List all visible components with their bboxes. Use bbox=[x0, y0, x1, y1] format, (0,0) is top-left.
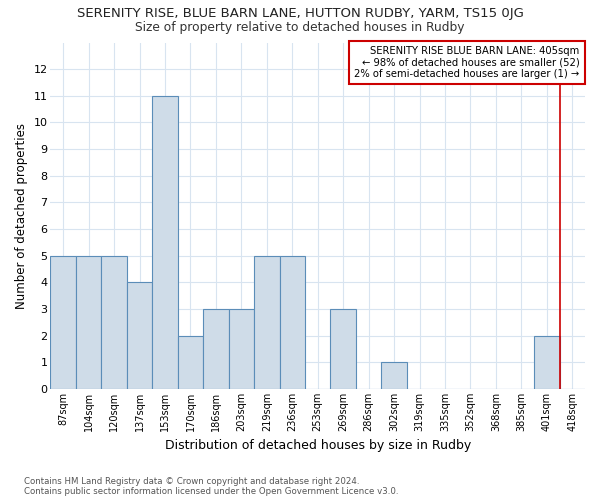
Bar bbox=[229, 309, 254, 389]
Bar bbox=[203, 309, 229, 389]
Text: Size of property relative to detached houses in Rudby: Size of property relative to detached ho… bbox=[135, 21, 465, 34]
Bar bbox=[254, 256, 280, 389]
Y-axis label: Number of detached properties: Number of detached properties bbox=[15, 123, 28, 309]
Bar bbox=[280, 256, 305, 389]
Bar bbox=[127, 282, 152, 389]
Bar bbox=[101, 256, 127, 389]
X-axis label: Distribution of detached houses by size in Rudby: Distribution of detached houses by size … bbox=[164, 440, 471, 452]
Bar bbox=[331, 309, 356, 389]
Bar bbox=[178, 336, 203, 389]
Bar bbox=[534, 336, 560, 389]
Text: SERENITY RISE BLUE BARN LANE: 405sqm
← 98% of detached houses are smaller (52)
2: SERENITY RISE BLUE BARN LANE: 405sqm ← 9… bbox=[355, 46, 580, 79]
Text: Contains HM Land Registry data © Crown copyright and database right 2024.
Contai: Contains HM Land Registry data © Crown c… bbox=[24, 476, 398, 496]
Bar bbox=[50, 256, 76, 389]
Bar bbox=[76, 256, 101, 389]
Bar bbox=[152, 96, 178, 389]
Bar bbox=[382, 362, 407, 389]
Text: SERENITY RISE, BLUE BARN LANE, HUTTON RUDBY, YARM, TS15 0JG: SERENITY RISE, BLUE BARN LANE, HUTTON RU… bbox=[77, 8, 523, 20]
